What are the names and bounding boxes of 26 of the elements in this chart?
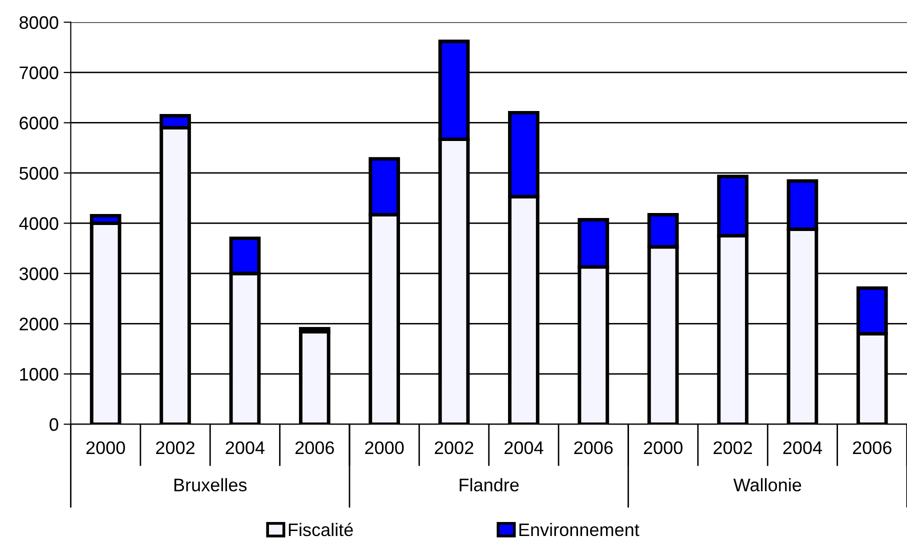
x-tick-label: 2006 <box>852 441 892 454</box>
x-tick-label: 2000 <box>365 441 404 454</box>
legend-label: Fiscalité <box>288 522 353 536</box>
text: Wallonie <box>733 478 802 492</box>
y-tick-label: 1000 <box>20 368 58 381</box>
y-tick-label: 8000 <box>20 16 58 29</box>
x-tick-label: 2002 <box>434 441 474 454</box>
y-tick-label: 5000 <box>20 166 58 180</box>
x-tick-label: 2004 <box>226 441 265 454</box>
x-tick-label: 2004 <box>504 441 544 454</box>
x-tick-label: 2006 <box>295 441 334 454</box>
y-tick-label: 3000 <box>19 267 58 280</box>
x-tick-label: 2002 <box>156 441 194 454</box>
x-tick-label: 2004 <box>783 441 822 454</box>
x-tick-label: 2002 <box>714 441 752 454</box>
text: Bruxelles <box>174 478 247 492</box>
x-tick-label: 2000 <box>644 441 682 454</box>
y-tick-label: 2000 <box>20 318 58 330</box>
text: Flandre <box>460 478 519 492</box>
y-tick-label: 6000 <box>20 116 58 130</box>
y-tick-label: 0 <box>50 418 58 431</box>
x-tick-label: 2000 <box>86 441 125 454</box>
legend-label: Environnement <box>519 522 640 536</box>
y-tick-label: 4000 <box>19 217 58 230</box>
y-tick-label: 7000 <box>20 66 58 80</box>
x-tick-label: 2006 <box>574 441 613 454</box>
